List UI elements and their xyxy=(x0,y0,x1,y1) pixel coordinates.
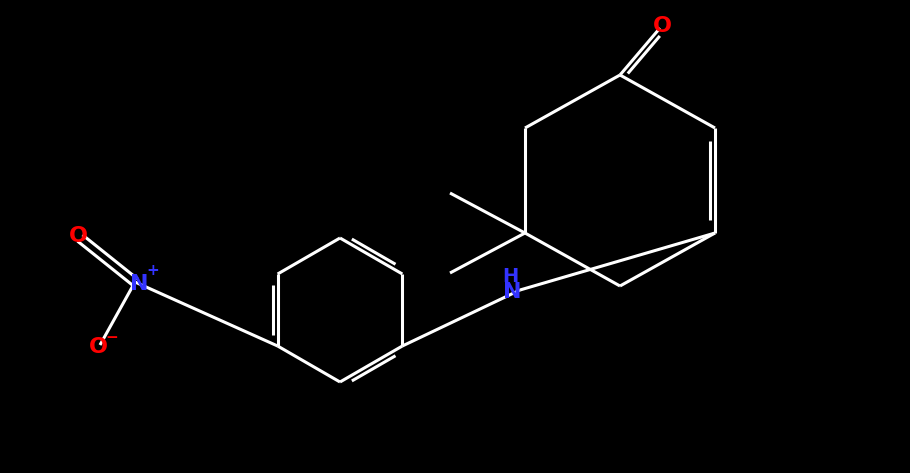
Text: +: + xyxy=(147,263,159,278)
Text: −: − xyxy=(106,330,118,344)
Text: N: N xyxy=(502,282,521,302)
Text: O: O xyxy=(88,337,107,357)
Text: O: O xyxy=(652,16,672,36)
Text: O: O xyxy=(68,226,87,246)
Text: H: H xyxy=(502,266,518,286)
Text: N: N xyxy=(130,274,148,294)
